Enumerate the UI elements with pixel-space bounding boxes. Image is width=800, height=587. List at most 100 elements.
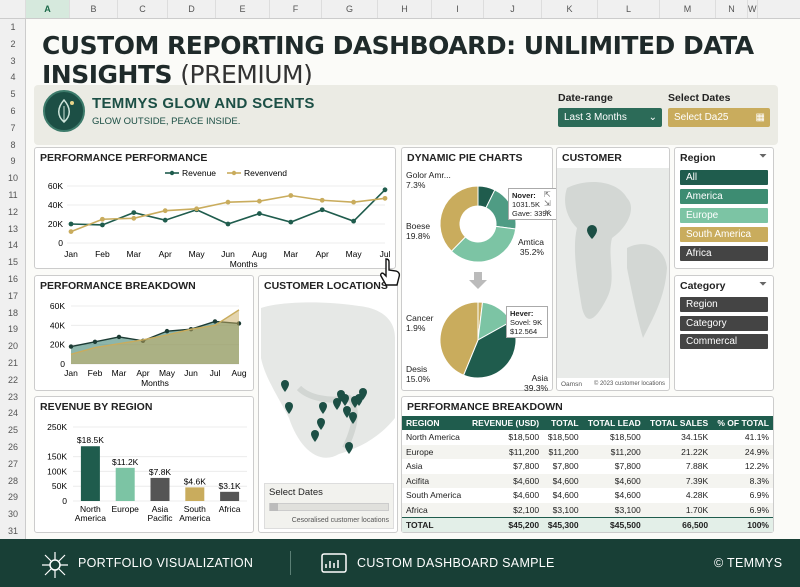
column-header-a[interactable]: A <box>26 0 70 18</box>
region-item-all[interactable]: All <box>680 170 768 185</box>
map-pin-icon[interactable] <box>355 394 363 406</box>
map-pin-icon[interactable] <box>587 225 597 239</box>
table-header-cell[interactable]: TOTAL LEAD <box>587 418 641 428</box>
column-header-g[interactable]: G <box>322 0 378 18</box>
row-header-29[interactable]: 29 <box>7 492 18 503</box>
date-slider[interactable] <box>269 503 389 511</box>
date-range-dropdown[interactable]: Last 3 Months ⌄ <box>558 108 662 127</box>
table-row[interactable]: Acifita $4,600 $4,600 $4,600 7.39K 8.3% <box>402 473 773 488</box>
row-header-9[interactable]: 9 <box>10 156 16 167</box>
area-chart[interactable]: 0 20K 40K 60K Jan Feb Mar Apr May Jun Jul Aug Months <box>35 276 253 390</box>
column-header-k[interactable]: K <box>542 0 598 18</box>
row-header-21[interactable]: 21 <box>7 358 18 368</box>
filter-icon[interactable]: ⏷ <box>759 279 767 290</box>
row-header-10[interactable]: 10 <box>7 173 18 184</box>
map-pin-icon[interactable] <box>345 442 353 454</box>
map-pin-icon[interactable] <box>333 398 341 410</box>
row-header-8[interactable]: 8 <box>10 139 16 150</box>
category-item-region[interactable]: Region <box>680 297 768 312</box>
x-tick-label: Mar <box>112 368 127 378</box>
map-pin-icon[interactable] <box>341 394 349 406</box>
table-header-cell[interactable]: % OF TOTAL <box>717 418 769 428</box>
column-header-j[interactable]: J <box>484 0 542 18</box>
column-header-h[interactable]: H <box>378 0 432 18</box>
pie-charts[interactable] <box>402 148 552 390</box>
region-item-south-america[interactable]: South America <box>680 227 768 242</box>
region-item-europe[interactable]: Europe <box>680 208 768 223</box>
row-header-26[interactable]: 26 <box>7 442 18 452</box>
row-header-17[interactable]: 17 <box>7 290 18 301</box>
map-pin-icon[interactable] <box>349 412 357 424</box>
table-header-cell[interactable]: REVENUE (USD) <box>472 418 540 428</box>
table-header-cell[interactable]: REGION <box>406 418 440 428</box>
category-item-commercal[interactable]: Commercal <box>680 334 768 349</box>
row-header-3[interactable]: 3 <box>10 55 16 66</box>
row-header-11[interactable]: 11 <box>8 190 18 200</box>
row-header-24[interactable]: 24 <box>7 408 18 419</box>
column-header-f[interactable]: F <box>270 0 322 18</box>
map-pin-icon[interactable] <box>281 380 289 392</box>
locations-map[interactable] <box>259 298 397 478</box>
row-header-25[interactable]: 25 <box>7 425 18 436</box>
column-header-m[interactable]: M <box>660 0 716 18</box>
region-item-america[interactable]: America <box>680 189 768 204</box>
row-header-12[interactable]: 12 <box>7 206 18 217</box>
line-chart[interactable]: 0 20K 40K 60K Jan Feb Mar Apr May Jun Aug Mar Apr May… <box>35 148 395 268</box>
slider-handle[interactable] <box>270 503 278 511</box>
row-header-2[interactable]: 2 <box>10 38 16 49</box>
table-row[interactable]: Africa $2,100 $3,100 $3,100 1.70K 6.9% <box>402 502 773 517</box>
table-row[interactable]: Europe $11,200 $11,200 $11,200 21.22K 24.9% <box>402 444 773 459</box>
row-header-31[interactable]: 31 <box>7 526 18 536</box>
row-header-4[interactable]: 4 <box>10 72 16 83</box>
row-header-15[interactable]: 15 <box>7 257 18 268</box>
table-header-cell[interactable]: TOTAL <box>551 418 579 428</box>
map-pin-icon[interactable] <box>319 402 327 414</box>
map-pin-icon[interactable] <box>317 418 325 430</box>
table-header-row: REGION REVENUE (USD) TOTAL TOTAL LEAD TOTAL … <box>402 416 773 430</box>
row-header-20[interactable]: 20 <box>7 341 18 352</box>
column-header-i[interactable]: I <box>432 0 484 18</box>
row-header-5[interactable]: 5 <box>10 89 16 100</box>
panel-title: REVENUE BY REGION <box>40 401 153 413</box>
map-pin-icon[interactable] <box>311 430 319 442</box>
select-dates-input[interactable]: Select Da25 ▦ <box>668 108 770 127</box>
column-header-b[interactable]: B <box>70 0 118 18</box>
column-header-d[interactable]: D <box>168 0 216 18</box>
table-header-cell[interactable]: TOTAL SALES <box>650 418 709 428</box>
bar-chart[interactable]: 050K100K150K250K$18.5KNorthAmerica$11.2K… <box>35 397 253 532</box>
row-header-28[interactable]: 28 <box>7 475 18 486</box>
column-header-n[interactable]: N <box>716 0 748 18</box>
table-row[interactable]: North America $18,500 $18,500 $18,500 34.15K… <box>402 430 773 445</box>
row-header-7[interactable]: 7 <box>10 122 16 133</box>
map-pin-icon[interactable] <box>343 406 351 418</box>
tooltip-tools-icon[interactable]: ⇱ ⇲ ✕ <box>544 190 551 217</box>
table-total-cell: $45,300 <box>547 519 579 530</box>
customer-map-panel: CUSTOMER Oamsn © 2023 customer locations <box>556 147 670 391</box>
row-header-27[interactable]: 27 <box>7 458 18 469</box>
row-header-6[interactable]: 6 <box>10 106 16 116</box>
select-all-corner[interactable] <box>0 0 26 18</box>
row-header-22[interactable]: 22 <box>7 374 18 385</box>
region-item-africa[interactable]: Africa <box>680 246 768 261</box>
table-total-cell: 66,500 <box>682 519 709 530</box>
category-item-category[interactable]: Category <box>680 316 768 331</box>
row-header-19[interactable]: 19 <box>7 324 18 335</box>
world-map[interactable] <box>557 168 669 378</box>
row-header-30[interactable]: 30 <box>7 509 18 520</box>
row-header-16[interactable]: 16 <box>7 274 18 284</box>
row-header-23[interactable]: 23 <box>7 391 18 402</box>
table-row[interactable]: South America $4,600 $4,600 $4,600 4.28K 6.9% <box>402 488 773 503</box>
map-pin-icon[interactable] <box>285 402 293 414</box>
column-header-c[interactable]: C <box>118 0 168 18</box>
table-row[interactable]: Asia $7,800 $7,800 $7,800 7.88K 12.2% <box>402 459 773 474</box>
row-header-bar[interactable]: 1 2 3 4 5 6 7 8 9 10 11 12 13 14 15 16 17 18 19 20 21 22 23 24 2… <box>0 19 26 539</box>
column-header-e[interactable]: E <box>216 0 270 18</box>
row-header-14[interactable]: 14 <box>7 240 18 251</box>
column-header-w[interactable]: W <box>748 0 758 18</box>
row-header-1[interactable]: 1 <box>10 22 16 32</box>
filter-icon[interactable]: ⏷ <box>759 151 767 162</box>
column-header-l[interactable]: L <box>598 0 660 18</box>
row-header-18[interactable]: 18 <box>7 307 18 318</box>
row-header-13[interactable]: 13 <box>7 223 18 234</box>
